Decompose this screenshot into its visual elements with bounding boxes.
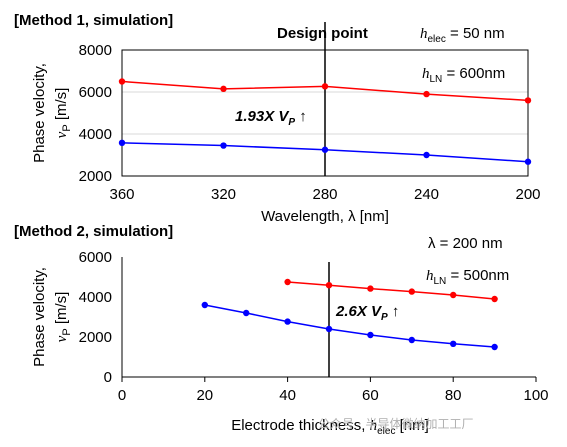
c2-series-1-point (201, 301, 208, 309)
c1-series-1-point (423, 151, 430, 159)
c2-series-0-line (287, 281, 495, 300)
c1-series-0-point (423, 90, 430, 98)
c2-series-1-point (450, 340, 457, 347)
c1-series-1-point (524, 158, 532, 165)
c2-series-1-point (367, 331, 374, 339)
chart-method-2: [Method 2, simulation] 0 2000 4000 6000 0 20… (14, 223, 549, 437)
chart2-hln-annotation: hLN = 500nm (426, 267, 509, 287)
chart-method-1: [Method 1, simulation] Design point 2000… (14, 12, 541, 225)
c2-x-tick-label: 100 (523, 387, 548, 404)
chart1-y-axis-label: Phase velocity, vP [m/s] (31, 63, 73, 163)
c1-series-0-point (321, 83, 329, 90)
c1-y-tick-label: 2000 (79, 168, 112, 185)
c2-series-1-point (408, 336, 415, 344)
c1-x-tick-label: 200 (515, 186, 540, 203)
c1-x-tick-label: 320 (211, 186, 236, 203)
c1-series-0-point (220, 85, 227, 93)
c2-y-tick-label: 0 (104, 369, 112, 386)
chart2-title: [Method 2, simulation] (14, 223, 173, 240)
c2-y-tick-label: 2000 (79, 329, 112, 346)
c1-y-tick-label: 8000 (79, 42, 112, 59)
c1-series-1-point (321, 146, 329, 153)
c2-x-tick-label: 40 (279, 387, 296, 404)
c2-series-0-point (284, 278, 291, 286)
c2-series-0-point (325, 282, 333, 289)
chart1-y-label-line1: Phase velocity, (31, 63, 48, 163)
chart2-series (201, 278, 498, 351)
c2-series-1-line (204, 304, 495, 348)
c2-series-1-point (243, 309, 250, 317)
c2-y-tick-label: 6000 (79, 249, 112, 266)
c1-y-tick-label: 4000 (79, 126, 112, 143)
chart2-y-label-line1: Phase velocity, (31, 267, 48, 367)
chart1-x-ticks: 360 320 280 240 200 (109, 186, 540, 203)
c1-y-tick-label: 6000 (79, 84, 112, 101)
c2-series-0-point (408, 288, 415, 295)
chart2-x-axis-label: Electrode thickness, helec [nm] (231, 417, 429, 437)
chart1-title: [Method 1, simulation] (14, 12, 173, 29)
c2-y-tick-label: 4000 (79, 289, 112, 306)
chart1-y-label-line2: vP [m/s] (53, 88, 73, 139)
c1-series-1-point (220, 142, 227, 149)
c2-series-1-point (491, 343, 498, 351)
c2-x-tick-label: 20 (196, 387, 213, 404)
c1-series-0-point (118, 78, 126, 85)
c2-series-1-point (325, 325, 333, 333)
chart1-y-ticks: 2000 4000 6000 8000 (79, 42, 112, 185)
c2-x-tick-label: 80 (445, 387, 462, 404)
chart2-ratio-annotation: 2.6X VP ↑ (335, 303, 399, 323)
chart2-y-label-line2: vP [m/s] (53, 292, 73, 343)
c1-x-tick-label: 280 (312, 186, 337, 203)
c2-x-tick-label: 0 (118, 387, 126, 404)
c2-series-0-point (450, 291, 457, 299)
c2-series-0-point (367, 285, 374, 292)
c2-series-1-point (284, 318, 291, 325)
chart2-x-ticks: 0 20 40 60 80 100 (118, 377, 549, 404)
c2-series-0-point (491, 295, 498, 303)
c1-series-1-point (118, 139, 126, 147)
chart2-lambda-annotation: λ = 200 nm (428, 235, 503, 252)
chart1-series (118, 78, 532, 165)
chart1-helec-annotation: helec = 50 nm (420, 25, 505, 45)
c1-x-tick-label: 360 (109, 186, 134, 203)
chart2-y-axis-label: Phase velocity, vP [m/s] (31, 267, 73, 367)
c1-series-0-point (524, 97, 532, 104)
watermark: 公众号 · 半导体微纳加工工厂 (318, 417, 473, 431)
c2-x-tick-label: 60 (362, 387, 379, 404)
design-point-label: Design point (277, 25, 368, 42)
chart1-x-axis-label: Wavelength, λ [nm] (261, 208, 389, 225)
chart2-y-ticks: 0 2000 4000 6000 (79, 249, 112, 386)
chart1-ratio-annotation: 1.93X VP ↑ (235, 108, 307, 128)
chart1-hln-annotation: hLN = 600nm (422, 65, 505, 85)
c1-x-tick-label: 240 (414, 186, 439, 203)
